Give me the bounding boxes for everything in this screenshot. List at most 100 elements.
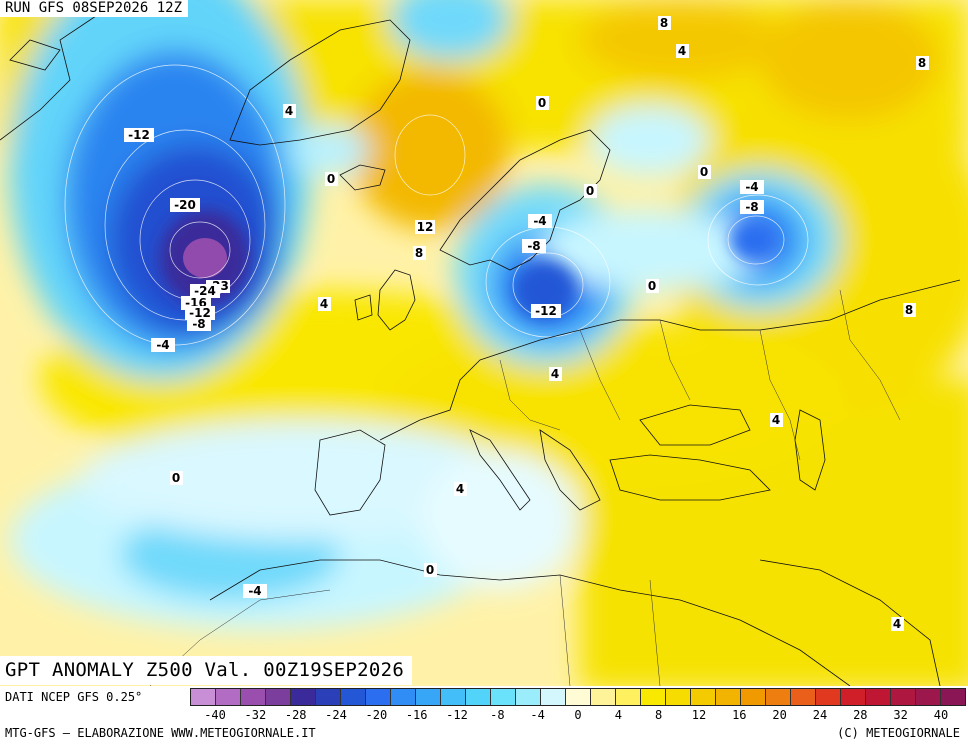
colorbar-tick-label: -28 [284,708,307,722]
contour-label: -24 [190,284,220,298]
colorbar-swatch [891,689,916,705]
svg-text:8: 8 [415,246,423,260]
colorbar-swatch [391,689,416,705]
colorbar-swatch [591,689,616,705]
colorbar-swatch [691,689,716,705]
svg-text:-12: -12 [128,128,150,142]
contour-label: -8 [740,200,764,214]
colorbar-swatch [716,689,741,705]
colorbar-tick-label: 12 [691,708,707,722]
colorbar-swatch [491,689,516,705]
svg-text:4: 4 [678,44,686,58]
contour-label: 4 [318,297,331,311]
colorbar-tick-label: -16 [405,708,428,722]
anomaly-map: -12 -20 -23 -24 -16 -12 -8 -4 4 0 12 8 4… [0,0,968,686]
colorbar-tick-label: -8 [490,708,505,722]
colorbar-tick-label: 20 [772,708,787,722]
colorbar-swatch [741,689,766,705]
colorbar-tick-label: 8 [655,708,663,722]
colorbar-tick-label: -4 [530,708,545,722]
colorbar-tick-label: 28 [853,708,868,722]
colorbar [190,688,966,706]
svg-text:4: 4 [893,617,901,631]
colorbar-tick-label: 40 [933,708,949,722]
contour-label: 4 [454,482,467,496]
svg-text:-20: -20 [174,198,196,212]
colorbar-tick-label: 24 [812,708,828,722]
svg-text:4: 4 [772,413,780,427]
contour-label: 12 [415,220,435,234]
colorbar-swatch [566,689,591,705]
contour-label: 8 [413,246,426,260]
svg-text:-8: -8 [527,239,540,253]
colorbar-tick-label: 4 [614,708,622,722]
colorbar-swatch [666,689,691,705]
colorbar-swatch [516,689,541,705]
svg-text:-8: -8 [192,317,205,331]
map-title: GPT ANOMALY Z500 Val. 00Z19SEP2026 [0,656,413,685]
colorbar-tick-label: 32 [893,708,908,722]
svg-text:4: 4 [551,367,559,381]
colorbar-tick-label: -20 [365,708,388,722]
contour-label: 0 [424,563,437,577]
contour-label: 8 [903,303,916,317]
svg-text:4: 4 [456,482,464,496]
colorbar-tick-label: -12 [446,708,468,722]
colorbar-swatch [191,689,216,705]
svg-text:0: 0 [700,165,708,179]
colorbar-swatch [641,689,666,705]
colorbar-swatch [416,689,441,705]
contour-label: -8 [522,239,546,253]
svg-text:8: 8 [918,56,926,70]
colorbar-swatch [791,689,816,705]
credits-left: MTG-GFS — ELABORAZIONE WWW.METEOGIORNALE… [5,726,316,740]
contour-label: -4 [528,214,552,228]
contour-label: 8 [916,56,929,70]
colorbar-tick-label: -32 [244,708,267,722]
colorbar-swatch [266,689,291,705]
contour-label: 4 [770,413,783,427]
contour-label: 0 [325,172,338,186]
colorbar-swatch [866,689,891,705]
svg-text:-4: -4 [156,338,169,352]
svg-text:-4: -4 [248,584,261,598]
svg-text:-8: -8 [745,200,758,214]
colorbar-swatch [841,689,866,705]
contour-label: 0 [646,279,659,293]
colorbar-swatch [291,689,316,705]
contour-labels: -12 -20 -23 -24 -16 -12 -8 -4 4 0 12 8 4… [124,16,929,631]
contour-label: 0 [584,184,597,198]
svg-text:0: 0 [327,172,335,186]
colorbar-swatch [441,689,466,705]
colorbar-tick-label: 0 [574,708,582,722]
colorbar-swatch [541,689,566,705]
svg-text:0: 0 [538,96,546,110]
colorbar-swatch [466,689,491,705]
colorbar-tick-label: -40 [204,708,226,722]
contour-label: -12 [124,128,154,142]
colorbar-swatch [316,689,341,705]
colorbar-swatch [216,689,241,705]
data-source-label: DATI NCEP GFS 0.25° [5,690,143,704]
contour-label: -4 [740,180,764,194]
svg-text:0: 0 [586,184,594,198]
contour-label: -4 [243,584,267,598]
colorbar-swatch [616,689,641,705]
colorbar-swatch [366,689,391,705]
contour-label: -12 [185,306,215,320]
svg-text:-24: -24 [194,284,216,298]
svg-text:-12: -12 [189,306,211,320]
colorbar-swatch [341,689,366,705]
contour-label: 8 [658,16,671,30]
contour-label: 4 [549,367,562,381]
contour-label: 4 [676,44,689,58]
svg-text:4: 4 [320,297,328,311]
colorbar-swatch [766,689,791,705]
colorbar-ticks: -40 -32 -28 -24 -20 -16 -12 -8 -4 0 4 8 12 16 20 24 28 32… [190,708,966,722]
colorbar-swatch [241,689,266,705]
svg-text:4: 4 [285,104,293,118]
contour-label: 0 [170,471,183,485]
svg-text:8: 8 [905,303,913,317]
run-title: RUN GFS 08SEP2026 12Z [0,0,189,17]
svg-text:12: 12 [417,220,434,234]
